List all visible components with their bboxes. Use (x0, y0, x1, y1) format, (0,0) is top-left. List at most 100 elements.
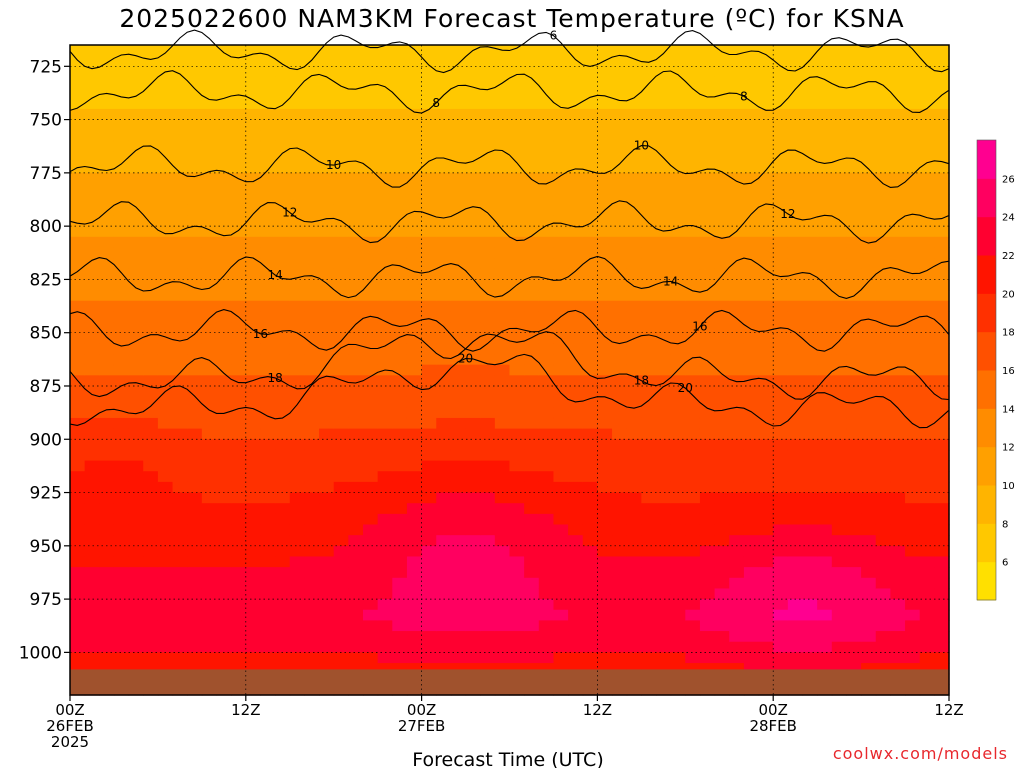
temperature-cell (670, 652, 686, 664)
temperature-cell (714, 311, 730, 323)
temperature-cell (509, 108, 525, 121)
temperature-cell (201, 567, 218, 579)
temperature-cell (143, 417, 159, 430)
temperature-cell (538, 641, 555, 653)
temperature-cell (289, 481, 305, 494)
temperature-cell (289, 130, 305, 142)
temperature-cell (421, 364, 437, 376)
temperature-cell (817, 66, 833, 78)
temperature-cell (494, 236, 511, 249)
temperature-cell (113, 599, 130, 611)
temperature-cell (392, 567, 408, 579)
temperature-cell (304, 343, 320, 355)
temperature-cell (157, 609, 174, 622)
temperature-cell (846, 204, 862, 217)
temperature-cell (406, 417, 423, 430)
temperature-cell (245, 460, 262, 472)
temperature-cell (934, 609, 950, 622)
temperature-cell (919, 343, 935, 355)
temperature-cell (70, 332, 86, 344)
temperature-cell (699, 396, 716, 408)
temperature-cell (172, 279, 188, 291)
temperature-cell (421, 513, 437, 526)
temperature-cell (919, 524, 935, 536)
temperature-cell (436, 258, 452, 270)
temperature-cell (670, 151, 686, 163)
temperature-cell (172, 503, 188, 515)
temperature-cell (289, 503, 305, 515)
temperature-cell (641, 236, 657, 249)
temperature-cell (846, 183, 862, 195)
temperature-cell (729, 471, 745, 483)
temperature-cell (846, 439, 862, 451)
temperature-cell (656, 524, 672, 536)
temperature-cell (392, 247, 408, 259)
temperature-cell (377, 290, 393, 302)
temperature-cell (905, 481, 921, 494)
temperature-cell (406, 545, 423, 558)
temperature-cell (597, 215, 613, 227)
temperature-cell (172, 151, 188, 163)
temperature-cell (128, 663, 144, 675)
temperature-cell (465, 98, 481, 110)
temperature-cell (787, 513, 804, 526)
temperature-cell (626, 599, 642, 611)
temperature-cell (875, 588, 891, 600)
temperature-cell (729, 151, 745, 163)
temperature-cell (626, 407, 642, 419)
temperature-cell (831, 471, 848, 483)
temperature-cell (729, 119, 745, 131)
temperature-cell (905, 471, 921, 483)
temperature-cell (465, 439, 481, 451)
temperature-cell (113, 55, 130, 67)
temperature-cell (172, 535, 188, 547)
temperature-cell (494, 492, 511, 504)
temperature-cell (656, 45, 672, 57)
temperature-cell (553, 236, 569, 249)
temperature-cell (245, 503, 262, 515)
temperature-cell (157, 417, 174, 430)
temperature-cell (304, 98, 320, 110)
temperature-cell (99, 609, 115, 622)
temperature-cell (113, 428, 130, 440)
temperature-cell (568, 66, 584, 78)
temperature-cell (231, 481, 247, 494)
temperature-cell (480, 556, 496, 568)
temperature-cell (99, 545, 115, 558)
temperature-cell (289, 151, 305, 163)
temperature-cell (245, 417, 262, 430)
temperature-cell (319, 322, 335, 334)
temperature-cell (905, 492, 921, 504)
temperature-cell (157, 620, 174, 632)
temperature-cell (99, 577, 115, 590)
temperature-cell (348, 588, 364, 600)
temperature-cell (934, 513, 950, 526)
temperature-cell (802, 140, 818, 153)
temperature-cell (450, 545, 467, 558)
temperature-cell (143, 300, 159, 312)
temperature-cell (817, 354, 833, 366)
temperature-cell (231, 268, 247, 281)
temperature-cell (480, 183, 496, 195)
temperature-cell (656, 631, 672, 643)
temperature-cell (304, 66, 320, 78)
temperature-cell (626, 663, 642, 675)
temperature-cell (128, 588, 144, 600)
temperature-cell (113, 471, 130, 483)
temperature-cell (861, 407, 877, 419)
temperature-cell (128, 279, 144, 291)
temperature-cell (113, 460, 130, 472)
temperature-cell (421, 162, 437, 174)
temperature-cell (480, 641, 496, 653)
temperature-cell (450, 652, 467, 664)
temperature-cell (787, 609, 804, 622)
temperature-cell (260, 524, 276, 536)
temperature-cell (582, 641, 598, 653)
temperature-cell (245, 268, 262, 281)
temperature-cell (406, 652, 423, 664)
temperature-cell (538, 417, 555, 430)
temperature-cell (260, 183, 276, 195)
temperature-cell (714, 588, 730, 600)
temperature-cell (143, 279, 159, 291)
temperature-cell (773, 151, 789, 163)
